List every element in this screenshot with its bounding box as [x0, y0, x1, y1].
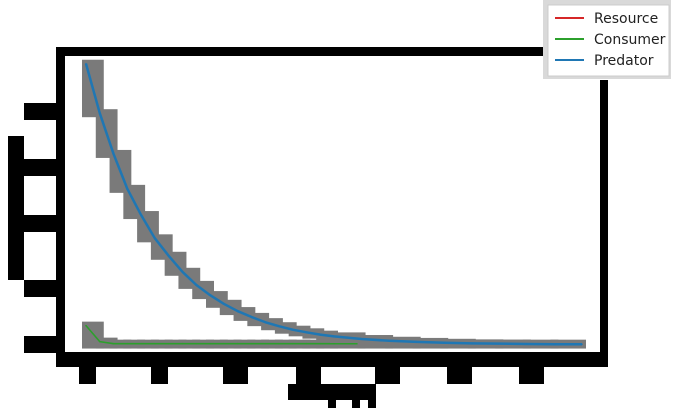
data-point-consumer	[167, 342, 170, 345]
data-point-predator	[333, 335, 335, 338]
data-point-consumer	[236, 342, 239, 345]
data-point-consumer	[209, 342, 211, 345]
data-point-consumer	[195, 342, 198, 345]
xtick-bar	[519, 366, 544, 384]
frame-right	[600, 80, 608, 367]
data-point-predator	[236, 310, 239, 312]
xtick-bar	[296, 366, 321, 384]
data-point-predator	[553, 343, 556, 346]
data-point-consumer	[333, 342, 335, 345]
data-point-predator	[319, 333, 322, 336]
data-point-predator	[581, 343, 583, 346]
data-point-consumer	[112, 342, 115, 345]
data-point-predator	[112, 153, 115, 155]
legend-label-resource: Resource	[594, 11, 658, 27]
series-layer	[82, 59, 586, 349]
data-point-predator	[305, 331, 308, 334]
data-point-predator	[470, 342, 473, 345]
plot-frame	[56, 47, 608, 367]
xlabel-block	[288, 384, 376, 400]
xtick-bar	[447, 366, 472, 384]
data-point-consumer	[319, 342, 322, 345]
frame-left	[56, 47, 65, 367]
data-point-predator	[278, 325, 280, 328]
data-point-predator	[443, 341, 446, 344]
data-point-predator	[167, 254, 170, 257]
data-point-predator	[360, 338, 363, 340]
data-point-predator	[222, 303, 225, 305]
data-point-predator	[415, 341, 418, 343]
data-point-consumer	[305, 342, 308, 345]
xtick-bar	[223, 366, 248, 384]
data-point-predator	[250, 316, 253, 318]
data-point-consumer	[85, 324, 87, 327]
data-point-predator	[388, 339, 390, 342]
data-point-consumer	[181, 342, 184, 345]
xtick-artifacts	[79, 366, 544, 408]
data-point-predator	[498, 342, 501, 345]
xtick-bar	[151, 366, 168, 384]
xtick-bar	[375, 366, 400, 384]
data-point-predator	[209, 294, 211, 296]
xlabel-block	[328, 400, 336, 408]
series-line-predator	[84, 63, 582, 346]
data-point-consumer	[291, 342, 294, 345]
xlabel-block	[352, 400, 360, 408]
data-point-consumer	[264, 342, 266, 345]
data-point-predator	[126, 188, 129, 190]
frame-top	[56, 47, 552, 56]
data-point-consumer	[126, 342, 129, 345]
data-point-predator	[181, 270, 184, 273]
data-point-consumer	[154, 342, 156, 345]
data-point-predator	[85, 62, 87, 65]
ytick-bar	[24, 215, 60, 232]
legend: Resource Consumer Predator	[543, 0, 671, 79]
ytick-bar	[24, 103, 60, 120]
data-point-predator	[291, 328, 294, 331]
xtick-bar	[79, 366, 96, 384]
frame-bottom	[56, 352, 608, 367]
data-point-consumer	[222, 342, 225, 345]
data-point-consumer	[140, 342, 142, 345]
ytick-bar	[24, 159, 60, 176]
data-point-predator	[195, 284, 198, 286]
legend-box	[547, 4, 670, 77]
ytick-artifacts	[8, 103, 60, 353]
series-halo-predator	[82, 59, 586, 349]
data-point-predator	[264, 321, 266, 323]
ytick-bar	[24, 336, 60, 353]
xlabel-block	[368, 400, 376, 408]
ylabel-block	[8, 136, 24, 280]
data-point-predator	[140, 214, 142, 216]
data-point-consumer	[278, 342, 280, 345]
data-point-consumer	[250, 342, 253, 345]
data-point-predator	[526, 343, 528, 345]
data-point-consumer	[98, 340, 101, 343]
data-point-predator	[98, 112, 101, 114]
data-point-predator	[154, 237, 156, 240]
legend-label-predator: Predator	[594, 53, 654, 69]
legend-label-consumer: Consumer	[594, 32, 666, 48]
ytick-bar	[24, 280, 60, 297]
